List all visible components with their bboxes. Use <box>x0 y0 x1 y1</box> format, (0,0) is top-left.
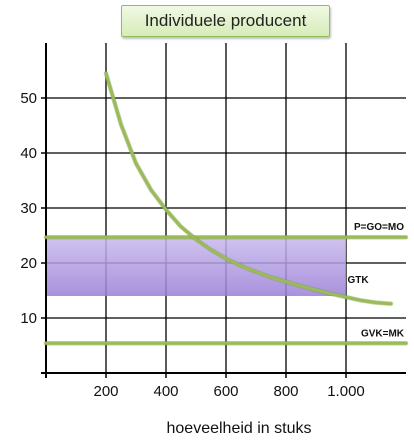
chart-title: Individuele producent <box>121 5 330 37</box>
horizontal-lines <box>43 234 409 346</box>
series-label-gvk-mk: GVK=MK <box>361 328 405 339</box>
x-tick-label: 600 <box>213 383 238 400</box>
grid <box>46 43 406 373</box>
series-line-gtk <box>104 71 393 306</box>
y-tick-label: 10 <box>20 310 37 327</box>
y-tick-label: 40 <box>20 145 37 162</box>
axes <box>41 43 406 378</box>
series-label-gtk: GTK <box>347 275 369 286</box>
y-tick-label: 20 <box>20 255 37 272</box>
x-tick-label: 1.000 <box>327 383 365 400</box>
curve-layer <box>103 71 394 306</box>
y-tick-label: 30 <box>20 200 37 217</box>
x-axis-title: hoeveelheid in stuks <box>167 420 312 437</box>
series-label-p-go-mo: P=GO=MO <box>354 222 404 233</box>
y-tick-label: 50 <box>20 90 37 107</box>
x-tick-label: 400 <box>153 383 178 400</box>
x-tick-label: 800 <box>273 383 298 400</box>
x-tick-label: 200 <box>93 383 118 400</box>
labels: 10 20 30 40 50 200 400 600 800 1.000 GTK P=GO=MO GVK… <box>20 90 404 400</box>
